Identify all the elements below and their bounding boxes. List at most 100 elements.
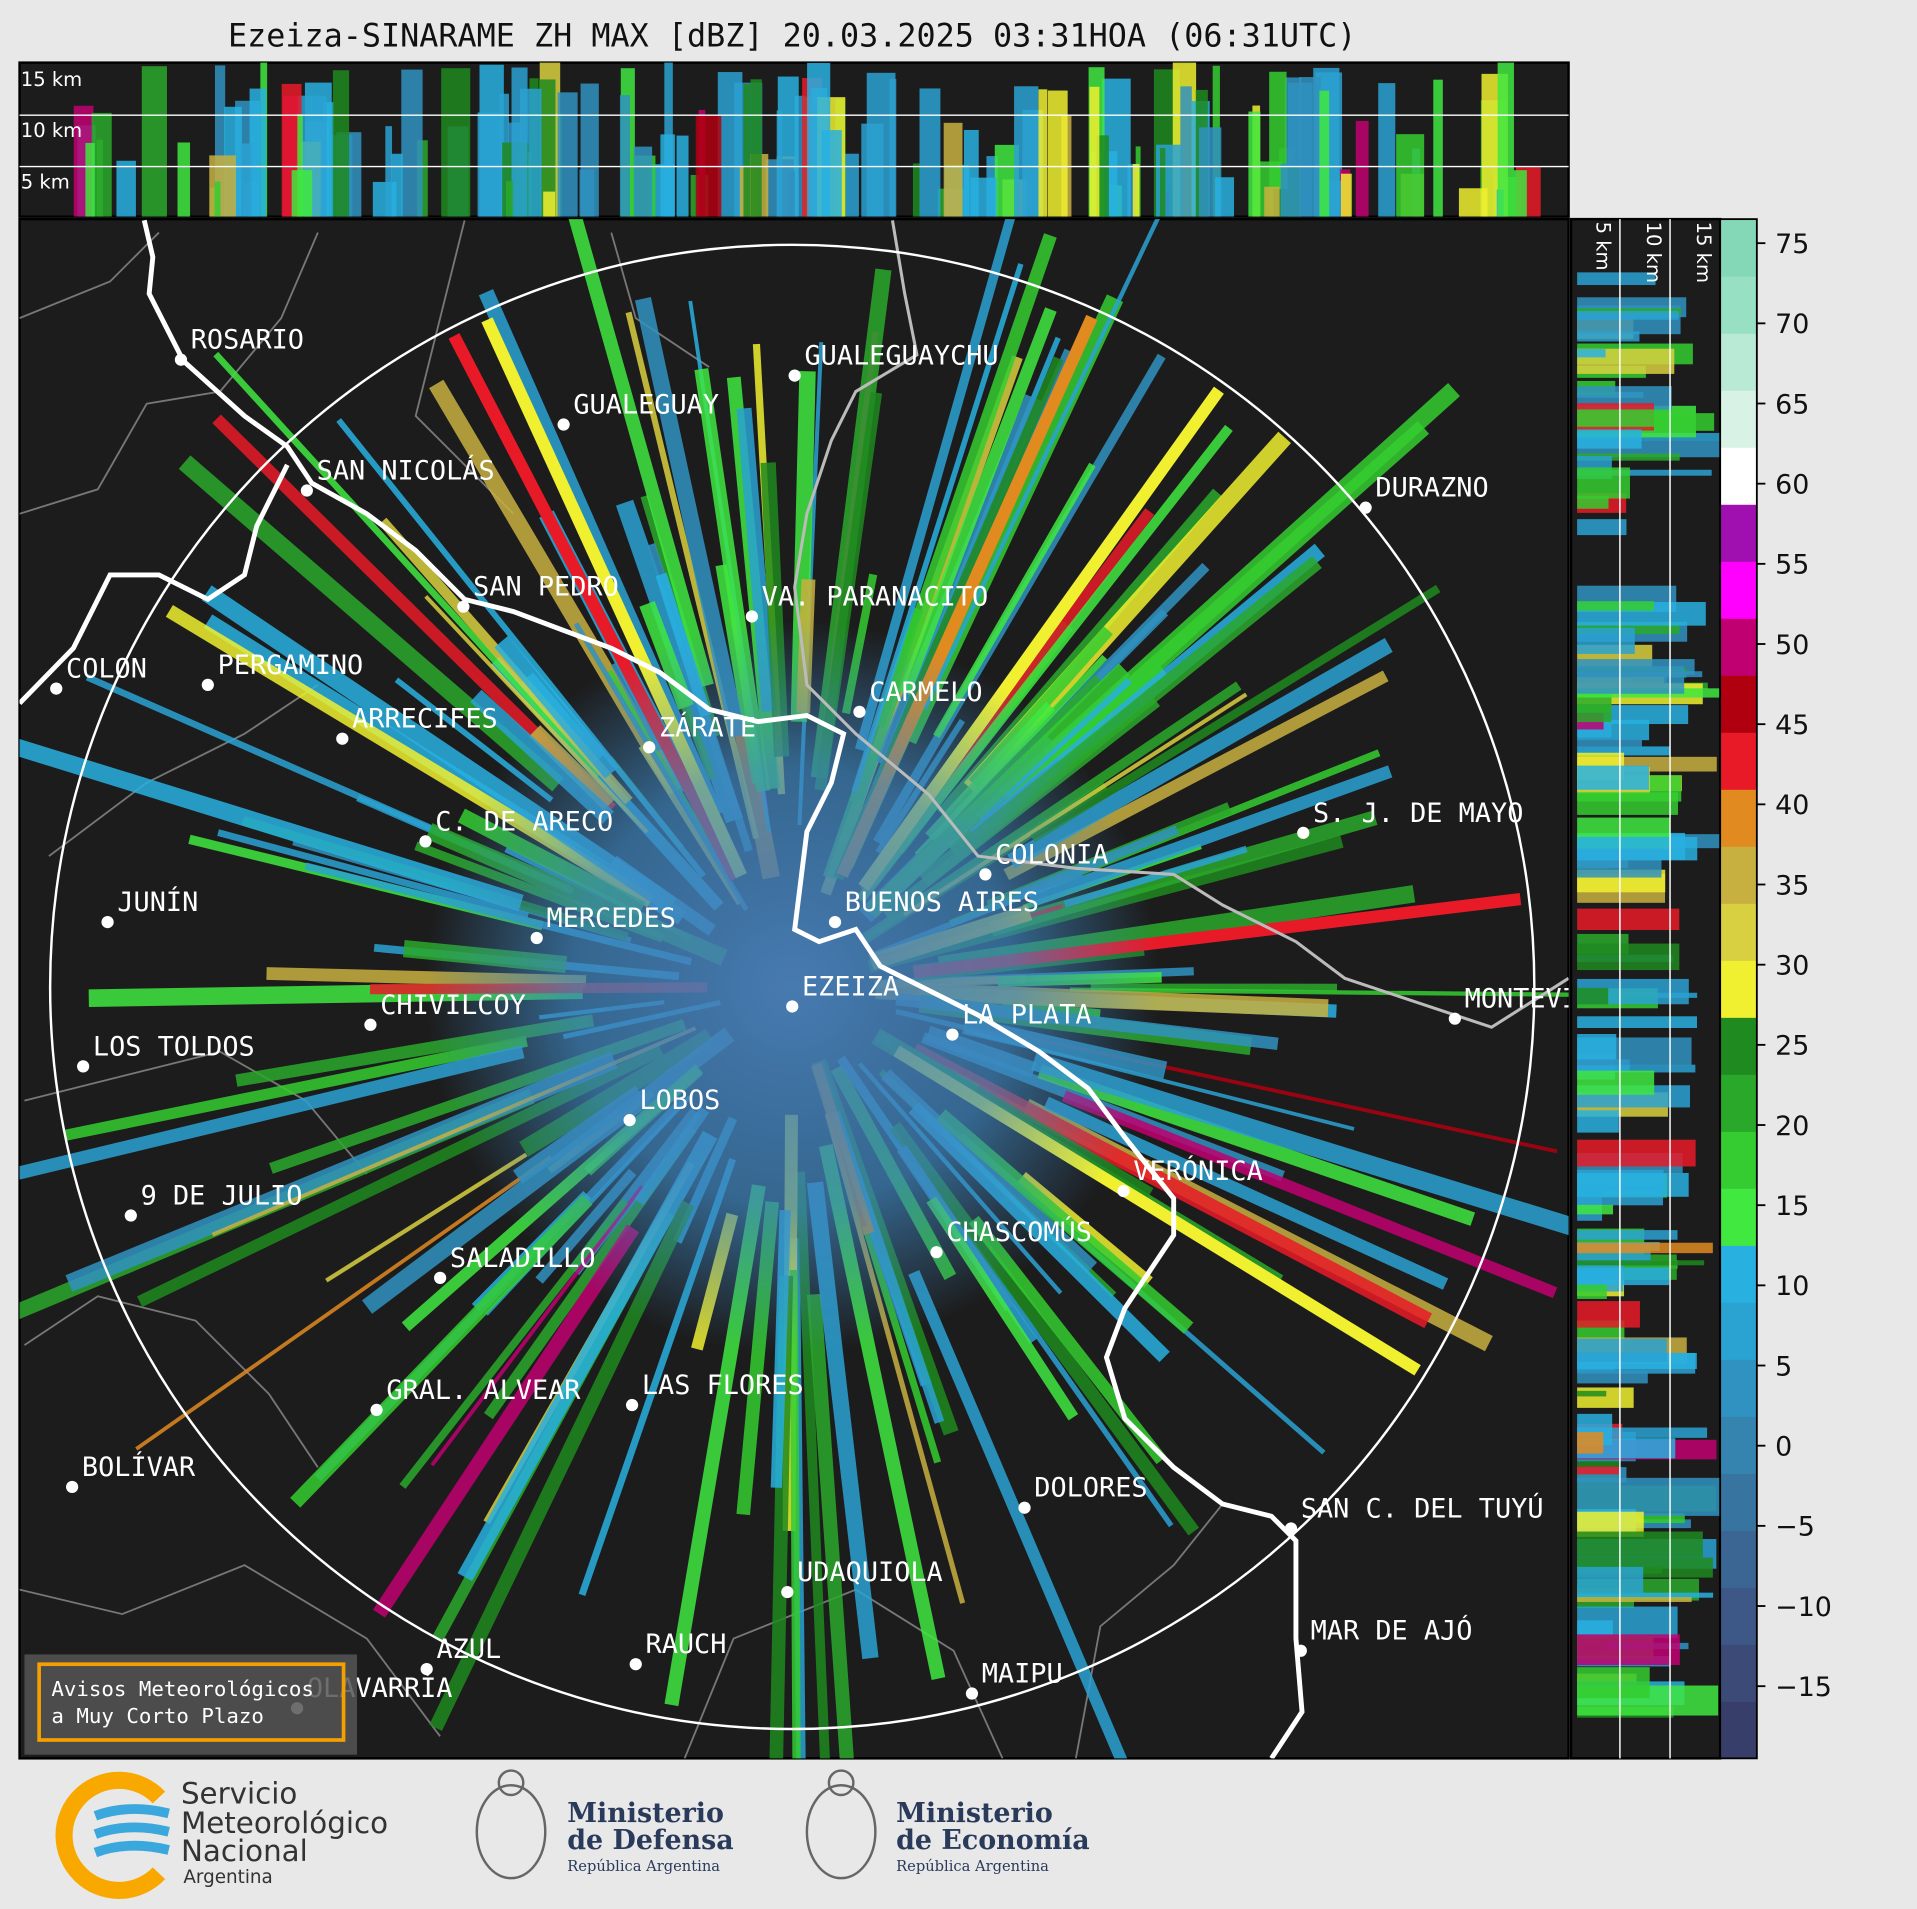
height-profile — [1577, 666, 1685, 694]
height-profile — [1577, 409, 1685, 427]
logo-text: de Economía — [896, 1825, 1090, 1856]
height-profile — [85, 142, 95, 217]
colorbar-segment — [1720, 789, 1757, 847]
height-profile — [291, 170, 313, 217]
height-profile — [1378, 83, 1396, 217]
logo-text: República Argentina — [896, 1858, 1049, 1875]
height-profile — [1577, 1070, 1655, 1095]
city-marker — [828, 915, 842, 929]
height-label: 15 km — [21, 68, 82, 91]
height-profile — [1577, 519, 1627, 536]
colorbar-tick-label: 75 — [1775, 229, 1809, 260]
height-profile — [441, 68, 471, 217]
city-marker — [300, 484, 313, 497]
height-profile — [1215, 177, 1235, 217]
height-profile — [1577, 331, 1640, 342]
city-label: MAR DE AJÓ — [1311, 1615, 1473, 1647]
colorbar-tick-label: 60 — [1775, 469, 1809, 500]
city-label: SAN PEDRO — [473, 572, 619, 603]
coat-of-arms — [805, 1784, 877, 1880]
height-profile — [750, 79, 762, 217]
colorbar-tick-label: −5 — [1775, 1512, 1815, 1543]
height-profile — [401, 69, 423, 217]
city-marker — [788, 369, 801, 382]
logo-text: Argentina — [183, 1867, 272, 1888]
height-profile — [1577, 627, 1635, 654]
city-marker — [66, 1480, 79, 1494]
smn-waves — [93, 1804, 170, 1858]
city-label: LOBOS — [639, 1085, 720, 1116]
height-profile — [794, 95, 806, 217]
height-profile — [1340, 173, 1352, 217]
city-label: ZÁRATE — [659, 711, 756, 743]
colorbar-tick-label: 15 — [1775, 1191, 1809, 1222]
colorbar-segment — [1720, 1701, 1757, 1759]
height-profile — [1577, 1034, 1617, 1060]
height-profile — [91, 112, 112, 217]
height-profile — [1577, 1064, 1696, 1073]
radar-ray — [1061, 1090, 1558, 1299]
height-profile — [1577, 467, 1630, 499]
height-profile — [1577, 1427, 1708, 1438]
height-profile — [660, 134, 675, 217]
city-label: UDAQUIOLA — [797, 1557, 943, 1588]
city-marker — [370, 1403, 383, 1417]
colorbar-segment — [1720, 1302, 1757, 1360]
height-profile — [511, 67, 528, 217]
height-profile — [912, 163, 920, 217]
city-marker — [965, 1687, 979, 1700]
colorbar-segment — [1720, 1245, 1757, 1303]
warning-text: a Muy Corto Plazo — [51, 1704, 264, 1728]
city-marker — [419, 835, 432, 848]
city-marker — [946, 1028, 959, 1041]
height-profile — [1577, 1301, 1640, 1328]
city-label: JUNÍN — [117, 886, 198, 918]
city-marker — [336, 732, 349, 745]
height-profile — [1089, 86, 1100, 217]
city-marker — [201, 678, 214, 692]
city-label: S. J. DE MAYO — [1313, 798, 1523, 829]
height-profile — [1577, 943, 1680, 971]
height-profile — [919, 88, 941, 217]
logo-text: Meteorológico — [181, 1806, 388, 1840]
height-profile — [619, 95, 630, 217]
height-profile — [1577, 738, 1642, 749]
colorbar-tick-label: 25 — [1775, 1031, 1809, 1062]
colorbar-segment — [1720, 960, 1757, 1018]
height-profile — [332, 70, 350, 217]
height-profile — [1577, 792, 1678, 815]
height-profile — [1163, 190, 1170, 217]
colorbar-segment — [1720, 1473, 1757, 1531]
height-profile — [297, 114, 303, 217]
height-profile — [391, 153, 403, 217]
height-profile — [1577, 1172, 1689, 1197]
height-profile — [1577, 272, 1656, 286]
city-marker — [979, 868, 992, 881]
colorbar-tick-label: 5 — [1775, 1351, 1792, 1382]
colorbar-segment — [1720, 732, 1757, 790]
city-label: CHIVILCOY — [380, 990, 526, 1021]
height-profile — [963, 129, 979, 217]
height-profile — [695, 114, 722, 217]
radar-ray — [568, 219, 714, 688]
city-label: EZEIZA — [802, 971, 899, 1002]
height-profile — [209, 155, 236, 217]
radar-ray — [789, 1269, 801, 1759]
radar-ray — [135, 1155, 552, 1451]
colorbar-segment — [1720, 1017, 1757, 1075]
colorbar-segment — [1720, 219, 1757, 277]
height-profile — [1577, 1139, 1696, 1167]
city-label: MONTEVIDEO — [1465, 984, 1627, 1015]
height-profile — [1577, 908, 1680, 931]
city-marker — [557, 418, 570, 431]
height-profile — [1396, 134, 1425, 217]
colorbar-tick-label: 10 — [1775, 1271, 1809, 1302]
height-profile — [1577, 1592, 1714, 1598]
range-ring — [48, 243, 1536, 1731]
colorbar-tick-label: 20 — [1775, 1111, 1809, 1142]
height-profile — [1577, 765, 1649, 790]
radar-ray — [213, 351, 602, 778]
warning-box-bg — [24, 1654, 357, 1755]
map-data: ROSARIO GUALEGUAYCHU GUALEGUAY SAN NICOLÁS D… — [19, 219, 1627, 1759]
height-profile — [1577, 1597, 1634, 1609]
